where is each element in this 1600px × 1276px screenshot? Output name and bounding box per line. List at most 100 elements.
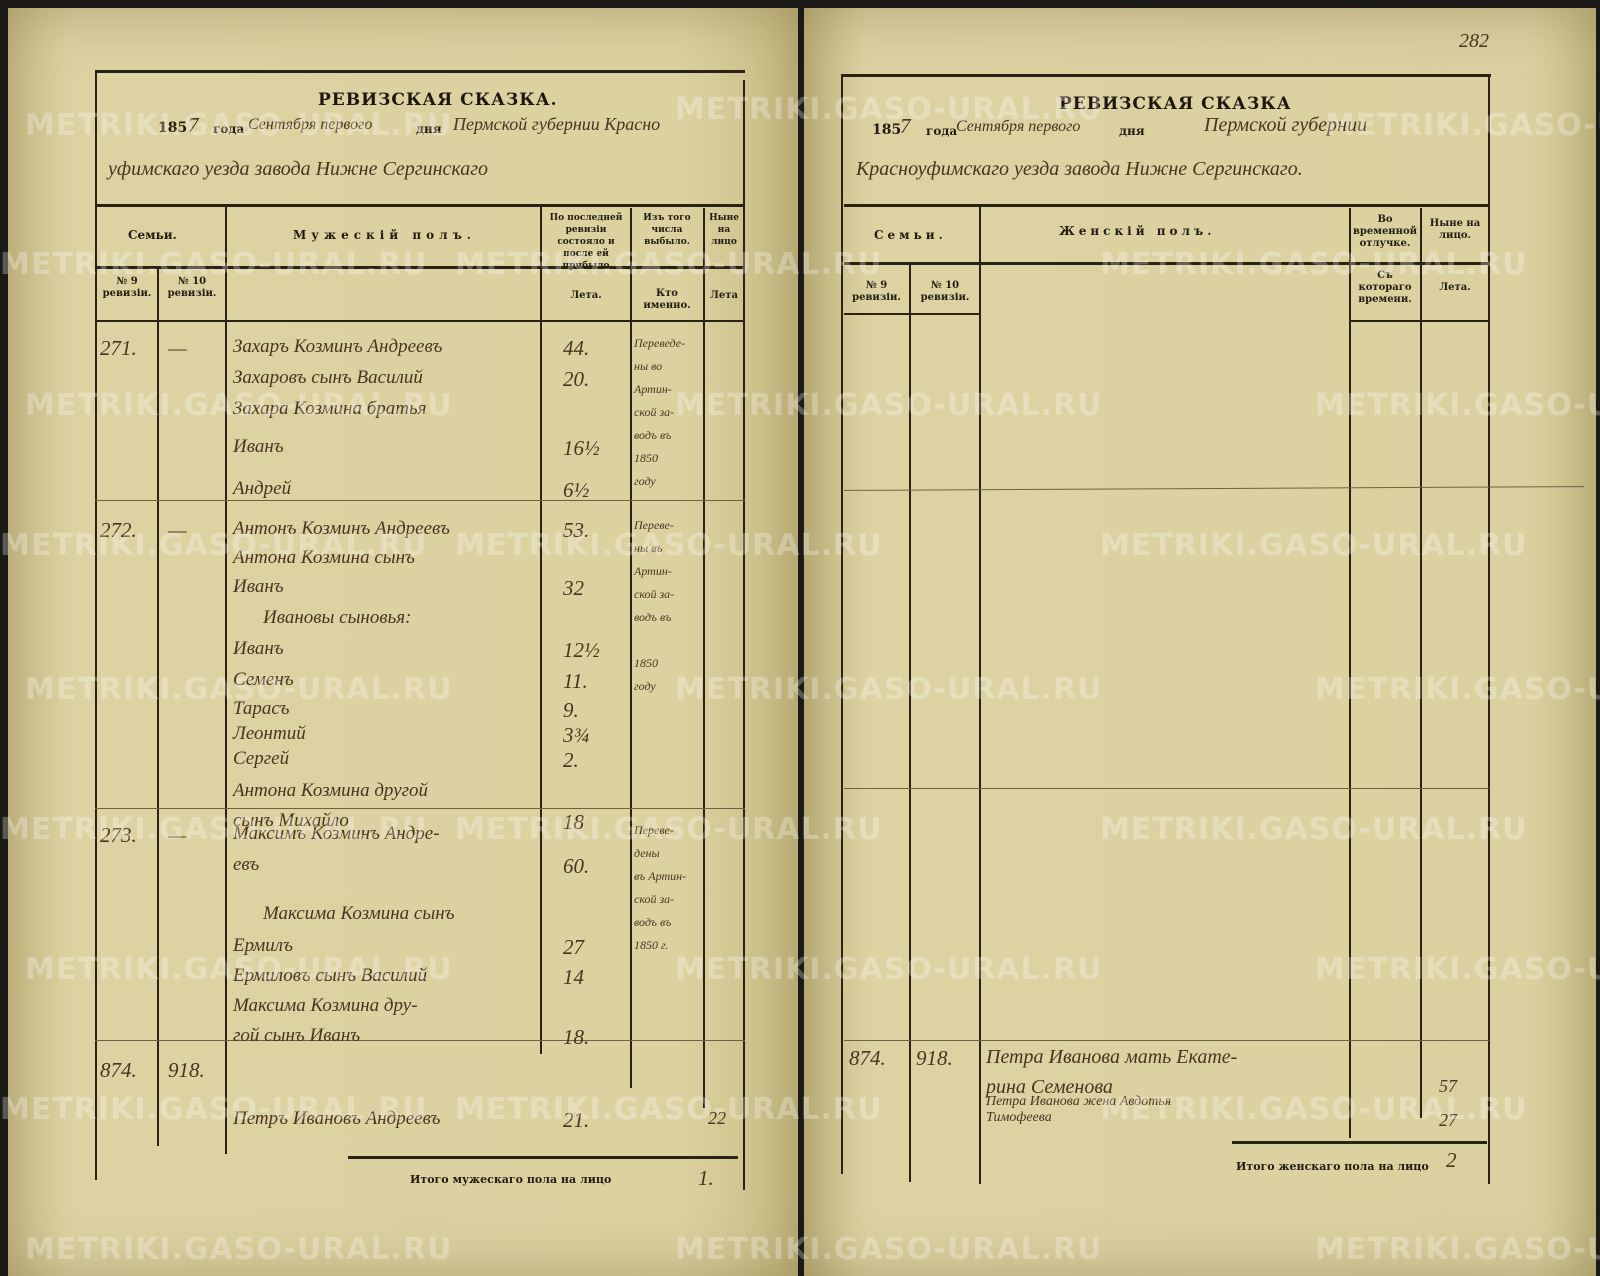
departure-remark: 1850 (634, 451, 658, 465)
departure-remark: ской за- (634, 405, 675, 419)
departure-remark: Артин- (634, 382, 672, 396)
departure-remark: 1850 (634, 656, 658, 670)
row-divider (95, 808, 745, 809)
departure-remark: Переве- (634, 823, 674, 837)
person-name: рина Семенова (986, 1076, 1113, 1098)
place-line-1: Пермской губернии (1204, 114, 1368, 136)
family-number-rev9: 271. (100, 336, 137, 360)
person-name: сынъ Михайло (233, 810, 349, 831)
person-age: 44. (563, 336, 590, 360)
year-printed: 185 (872, 122, 902, 138)
person-name: гой сынъ Иванъ (233, 1025, 361, 1046)
header-age2: Лета (710, 290, 738, 301)
person-name: Максимъ Козминъ Андре- (233, 823, 440, 844)
family-number-rev9: 272. (100, 518, 137, 542)
departure-remark: въ Артин- (634, 869, 687, 883)
departure-remark: водъ въ (634, 610, 672, 624)
departure-remark: водъ въ (634, 428, 672, 442)
person-name: евъ (233, 854, 260, 875)
family-number-rev9: 874. (100, 1058, 137, 1082)
page-title: РЕВИЗСКАЯ СКАЗКА (1059, 94, 1292, 114)
person-age: 14 (563, 965, 584, 989)
female-total-label: Итого женскаго пола на лицо (1236, 1160, 1429, 1173)
person-name: Сергей (233, 748, 290, 769)
departure-remark: ской за- (634, 587, 675, 601)
person-age: 18 (563, 810, 584, 834)
person-name: Захаръ Козминъ Андреевъ (233, 336, 443, 357)
place-line-1: Пермской губернии Красно (453, 114, 661, 134)
departure-remark: ны во (634, 359, 663, 373)
family-number-rev10: 918. (916, 1046, 953, 1070)
day-label: дня (416, 122, 442, 136)
year-hand: 7 (900, 114, 911, 138)
person-name: Семенъ (233, 669, 294, 690)
person-age: 53. (563, 518, 590, 542)
row-divider (95, 500, 745, 501)
person-age: 11. (563, 669, 588, 693)
person-name: Максима Козмина дру- (233, 995, 418, 1016)
right-page: 282 РЕВИЗСКАЯ СКАЗКА 185 7 года Сентября… (804, 8, 1596, 1276)
person-age: 20. (563, 367, 590, 391)
person-name: Петръ Ивановъ Андреевъ (233, 1108, 441, 1129)
departure-remark: ны въ (634, 541, 663, 555)
date-hand: Сентября первого (248, 116, 373, 133)
year-hand: 7 (188, 113, 199, 137)
person-name: Захаровъ сынъ Василий (233, 367, 423, 388)
departure-remark: Переведе- (634, 336, 686, 350)
person-name: Петра Иванова жена Авдотья (986, 1094, 1172, 1109)
header-present: Ныне на лицо (709, 213, 739, 247)
person-age: 16½ (563, 436, 600, 460)
person-age: 6½ (563, 478, 590, 502)
family-number-rev9: 273. (100, 823, 137, 847)
departure-remark: 1850 г. (634, 938, 669, 952)
page-number: 282 (1459, 30, 1489, 52)
person-name: Тарасъ (233, 698, 290, 719)
male-total-label: Итого мужескаго пола на лицо (410, 1173, 612, 1186)
row-divider (95, 1040, 745, 1041)
person-name: Ермиловъ сынъ Василий (233, 965, 428, 986)
departure-remark: году (634, 679, 656, 693)
family-number-rev10: — (168, 336, 187, 360)
departure-remark: дены (634, 846, 660, 860)
header-rev10: № 10 ревизіи. (920, 280, 970, 303)
header-gender: Женскій полъ. (1059, 224, 1216, 238)
header-last-revision: По последней ревизіи состояло и после ей… (549, 213, 623, 271)
date-hand: Сентября первого (956, 118, 1081, 135)
person-age: 27 (1439, 1110, 1457, 1130)
person-name: Петра Иванова мать Екате- (986, 1046, 1238, 1068)
person-name: Ермилъ (233, 935, 293, 956)
female-total-value: 2 (1446, 1148, 1457, 1172)
header-rev9: № 9 ревизіи. (852, 280, 901, 303)
departure-remark: году (634, 474, 656, 488)
left-page: РЕВИЗСКАЯ СКАЗКА. 185 7 года Сентября пе… (8, 8, 798, 1276)
person-name: Андрей (233, 478, 292, 499)
person-age: 12½ (563, 638, 600, 662)
header-rev10: № 10 ревизіи. (167, 276, 217, 299)
year-label: года (213, 122, 245, 136)
person-name: Антона Козмина другой (233, 780, 429, 801)
family-number-rev9: 874. (849, 1046, 886, 1070)
departure-remark: Артин- (634, 564, 672, 578)
person-name: Иванъ (233, 576, 284, 597)
header-age: Лета. (570, 290, 602, 301)
header-families: Семьи. (874, 228, 947, 242)
person-name: Ивановы сыновья: (263, 607, 412, 628)
person-age: 18. (563, 1025, 590, 1049)
family-number-rev10: — (168, 823, 187, 847)
family-number-rev10: 918. (168, 1058, 205, 1082)
year-printed: 185 (158, 120, 188, 136)
person-name: Антонъ Козминъ Андреевъ (233, 518, 450, 539)
person-age: 27 (563, 935, 584, 959)
header-departed: Изъ того числа выбыло. (643, 213, 691, 247)
present-age: 22 (708, 1108, 726, 1128)
person-age: 9. (563, 698, 579, 722)
day-label: дня (1119, 124, 1145, 138)
place-line-2: уфимскаго уезда завода Нижне Сергинскаго (108, 158, 489, 180)
person-name: Тимофеева (986, 1110, 1052, 1125)
header-when: Кто именно. (643, 288, 691, 311)
person-name: Максима Козмина сынъ (263, 903, 455, 924)
header-age: Лета. (1439, 282, 1471, 293)
male-total-value: 1. (698, 1166, 714, 1190)
person-name: Иванъ (233, 638, 284, 659)
person-name: Антона Козмина сынъ (233, 547, 415, 568)
